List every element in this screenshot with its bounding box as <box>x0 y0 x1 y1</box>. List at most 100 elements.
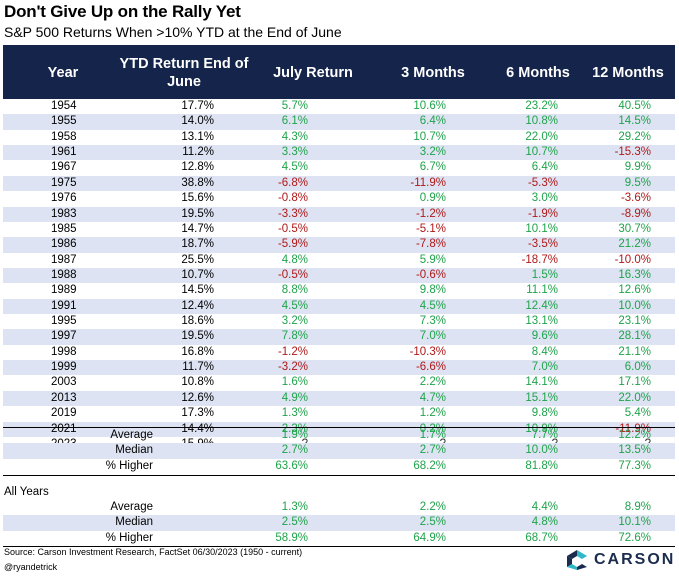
ytd-cell: 10.7% <box>181 268 214 281</box>
ytd-cell: 18.6% <box>181 315 214 328</box>
july-return-cell: 1.3% <box>281 501 308 513</box>
july-return-cell: 4.9% <box>281 391 308 404</box>
three-month-cell: 3.2% <box>419 146 446 159</box>
twelve-month-cell: -10.0% <box>614 253 651 266</box>
row-label: % Higher <box>105 531 153 544</box>
page-subtitle: S&P 500 Returns When >10% YTD at the End… <box>4 24 342 40</box>
three-month-cell: 68.2% <box>413 459 446 472</box>
table-header: Year YTD Return End of June July Return … <box>3 45 675 99</box>
twelve-month-cell: -8.9% <box>620 207 651 220</box>
twelve-month-cell: 10.1% <box>618 516 651 529</box>
twelve-month-cell: 77.3% <box>618 459 651 472</box>
year-cell: 2013 <box>51 391 77 404</box>
year-cell: 1991 <box>51 299 77 312</box>
year-cell: 1997 <box>51 330 77 343</box>
july-return-cell: 6.1% <box>281 115 308 128</box>
july-return-cell: 58.9% <box>275 531 308 544</box>
six-month-cell: -1.9% <box>527 207 558 220</box>
ytd-cell: 19.5% <box>181 330 214 343</box>
july-return-cell: 7.8% <box>281 330 308 343</box>
all-years-label: All Years <box>4 486 49 498</box>
six-month-cell: 9.6% <box>531 330 558 343</box>
ytd-cell: 17.3% <box>181 407 214 420</box>
table-row: 1986 18.7% -5.9% -7.8% -3.5% 21.2% <box>3 237 675 253</box>
twelve-month-cell: 28.1% <box>618 330 651 343</box>
three-month-cell: -5.1% <box>415 222 446 235</box>
twelve-month-cell: 22.0% <box>618 391 651 404</box>
table-row: 1983 19.5% -3.3% -1.2% -1.9% -8.9% <box>3 206 675 222</box>
twelve-month-cell: 12.2% <box>618 429 651 441</box>
three-month-cell: 0.9% <box>419 192 446 205</box>
twelve-month-cell: 40.5% <box>618 100 651 112</box>
july-return-cell: 2.5% <box>281 516 308 529</box>
three-month-cell: -6.6% <box>415 361 446 374</box>
twelve-month-cell: 8.9% <box>624 501 651 513</box>
twelve-month-cell: 12.6% <box>618 284 651 297</box>
six-month-cell: 11.1% <box>526 284 558 297</box>
july-return-cell: -6.8% <box>277 176 308 189</box>
july-return-cell: 1.3% <box>281 407 308 420</box>
july-return-cell: 3.3% <box>281 146 308 159</box>
header-3-months: 3 Months <box>401 65 465 81</box>
july-return-cell: 8.8% <box>281 284 308 297</box>
three-month-cell: 10.7% <box>413 130 446 143</box>
six-month-cell: 10.7% <box>525 146 558 159</box>
six-month-cell: 7.0% <box>531 361 558 374</box>
ytd-cell: 17.7% <box>181 100 214 112</box>
ytd-cell: 13.1% <box>181 130 214 143</box>
year-cell: 1958 <box>51 130 77 143</box>
six-month-cell: 3.0% <box>531 192 558 205</box>
ytd-cell: 18.7% <box>181 238 214 251</box>
table-row: 1976 15.6% -0.8% 0.9% 3.0% -3.6% <box>3 191 675 206</box>
three-month-cell: 0.2% <box>419 422 446 435</box>
july-return-cell: 1.6% <box>281 376 308 389</box>
header-july: July Return <box>273 65 353 81</box>
source-note: Source: Carson Investment Research, Fact… <box>4 547 303 557</box>
six-month-cell: 23.2% <box>525 100 558 112</box>
six-month-cell: 14.1% <box>525 376 558 389</box>
table-row: 1995 18.6% 3.2% 7.3% 13.1% 23.1% <box>3 314 675 329</box>
twelve-month-cell: 21.2% <box>618 238 651 251</box>
three-month-cell: 1.7% <box>419 429 446 441</box>
row-label: % Higher <box>105 459 153 472</box>
twelve-month-cell: -3.6% <box>620 192 651 205</box>
row-label: Average <box>110 429 153 441</box>
three-month-cell: 2.2% <box>419 376 446 389</box>
author-handle: @ryandetrick <box>4 562 58 572</box>
july-return-cell: -0.5% <box>277 268 308 281</box>
july-return-cell: -3.2% <box>277 361 308 374</box>
table-row: 1987 25.5% 4.8% 5.9% -18.7% -10.0% <box>3 253 675 268</box>
six-month-cell: 10.8% <box>525 115 558 128</box>
three-month-cell: 9.8% <box>419 284 446 297</box>
header-ytd: YTD Return End of June <box>119 56 249 90</box>
six-month-cell: 12.4% <box>525 299 558 312</box>
july-return-cell: 4.5% <box>281 299 308 312</box>
twelve-month-cell: 16.3% <box>618 268 651 281</box>
three-month-cell: -11.9% <box>410 176 446 189</box>
year-cell: 1985 <box>51 222 77 235</box>
year-rows: 1954 17.7% 5.7% 10.6% 23.2% 40.5% 1955 14.0% 6.1… <box>3 99 675 452</box>
twelve-month-cell: 6.0% <box>624 361 651 374</box>
six-month-cell: 10.1% <box>525 222 558 235</box>
summary-row: Average 1.3% 2.2% 4.4% 8.9% <box>3 500 675 515</box>
divider <box>3 427 675 428</box>
divider <box>3 546 675 547</box>
ytd-cell: 15.6% <box>181 192 214 205</box>
ytd-cell: 19.5% <box>181 207 214 220</box>
summary-row: % Higher 58.9% 64.9% 68.7% 72.6% <box>3 531 675 546</box>
six-month-cell: 68.7% <box>525 531 558 544</box>
table-row: 1955 14.0% 6.1% 6.4% 10.8% 14.5% <box>3 114 675 130</box>
three-month-cell: 7.0% <box>419 330 446 343</box>
twelve-month-cell: 9.5% <box>624 176 651 189</box>
july-return-cell: -3.3% <box>277 207 308 220</box>
three-month-cell: 4.7% <box>419 391 446 404</box>
summary-rows: Average 1.9% 1.7% 7.7% 12.2% Median 2.7% 2.7% 10… <box>3 428 675 474</box>
three-month-cell: 2.5% <box>419 516 446 529</box>
six-month-cell: 8.4% <box>531 345 558 358</box>
twelve-month-cell: 13.5% <box>618 444 651 457</box>
three-month-cell: 4.5% <box>419 299 446 312</box>
year-cell: 1999 <box>51 361 77 374</box>
six-month-cell: 4.8% <box>531 516 558 529</box>
july-return-cell: -5.9% <box>277 238 308 251</box>
summary-row: Average 1.9% 1.7% 7.7% 12.2% <box>3 428 675 443</box>
